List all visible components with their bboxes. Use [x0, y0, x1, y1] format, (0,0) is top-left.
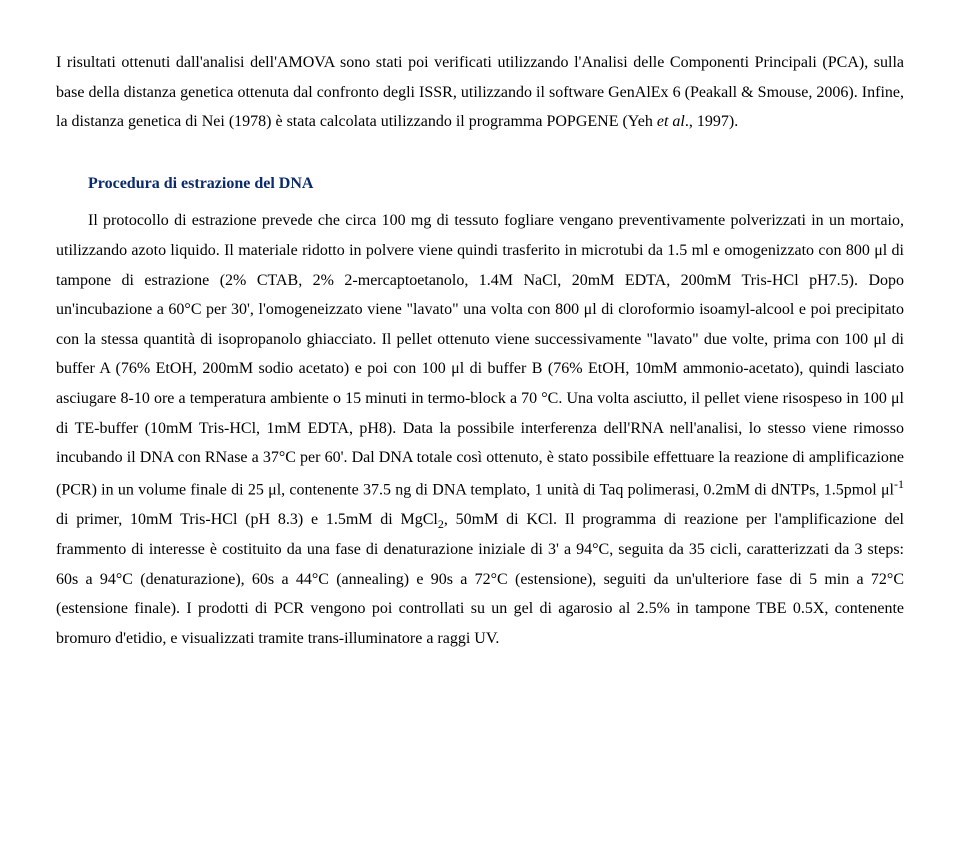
- heading-dna: Procedura di estrazione del DNA: [56, 169, 904, 199]
- para1-italic: et al: [657, 113, 685, 130]
- para1-text1: I risultati ottenuti dall'analisi dell'A…: [56, 54, 904, 130]
- para1-text2: ., 1997).: [685, 113, 738, 130]
- para2-text3: , 50mM di KCl. Il programma di reazione …: [56, 511, 904, 647]
- para2-sup: -1: [894, 477, 904, 491]
- para2-text2: di primer, 10mM Tris-HCl (pH 8.3) e 1.5m…: [56, 511, 438, 528]
- para2-text1: Il protocollo di estrazione prevede che …: [56, 212, 904, 498]
- paragraph-1: I risultati ottenuti dall'analisi dell'A…: [56, 48, 904, 137]
- paragraph-2: Il protocollo di estrazione prevede che …: [56, 206, 904, 653]
